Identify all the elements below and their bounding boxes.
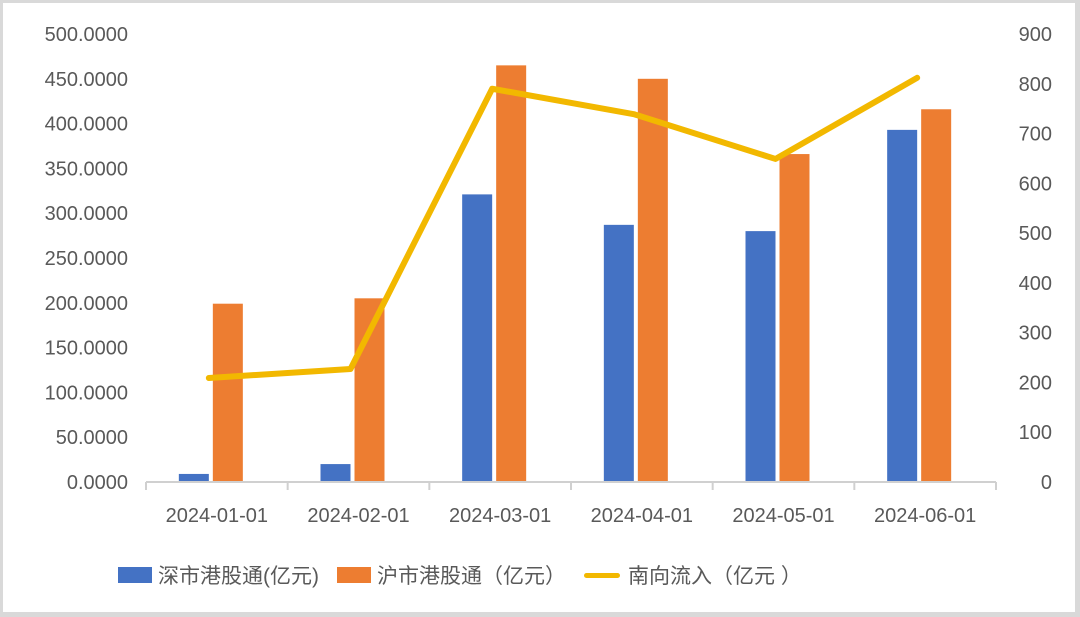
legend: 深市港股通(亿元) 沪市港股通（亿元） 南向流入（亿元 ）: [118, 560, 820, 590]
right-axis-tick: 600: [1019, 173, 1052, 195]
legend-item-southbound: 南向流入（亿元 ）: [584, 560, 802, 590]
left-axis-tick: 50.0000: [56, 427, 128, 449]
right-axis-tick: 200: [1019, 372, 1052, 394]
legend-swatch-orange: [337, 567, 371, 583]
right-axis-tick: 300: [1019, 323, 1052, 345]
left-axis-tick: 200.0000: [45, 293, 128, 315]
left-axis-tick: 150.0000: [45, 338, 128, 360]
left-axis-tick: 0.0000: [67, 472, 128, 494]
bar: [320, 464, 351, 482]
x-axis-label: 2024-02-01: [307, 505, 409, 527]
left-axis-tick: 400.0000: [45, 114, 128, 136]
bar: [921, 109, 952, 482]
left-axis-tick: 250.0000: [45, 248, 128, 270]
bar: [462, 194, 493, 482]
right-axis-tick: 900: [1019, 24, 1052, 46]
x-axis-label: 2024-04-01: [591, 505, 693, 527]
bar: [779, 154, 810, 482]
bar: [745, 231, 776, 482]
bar: [603, 224, 634, 482]
left-axis-tick: 350.0000: [45, 158, 128, 180]
x-axis-label: 2024-06-01: [874, 505, 976, 527]
right-axis-tick: 700: [1019, 124, 1052, 146]
legend-item-shanghai: 沪市港股通（亿元）: [337, 560, 566, 590]
bar: [212, 303, 243, 482]
legend-item-shenzhen: 深市港股通(亿元): [118, 560, 319, 590]
right-axis-tick: 400: [1019, 273, 1052, 295]
x-axis-label: 2024-05-01: [732, 505, 834, 527]
left-axis-tick: 100.0000: [45, 382, 128, 404]
right-axis-tick: 500: [1019, 223, 1052, 245]
legend-swatch-line: [584, 572, 620, 578]
bar: [178, 473, 209, 482]
southbound-line: [205, 74, 921, 381]
right-axis-tick: 100: [1019, 422, 1052, 444]
right-axis-tick: 0: [1041, 472, 1052, 494]
legend-label: 南向流入（亿元 ）: [628, 565, 802, 588]
left-axis-tick: 500.0000: [45, 24, 128, 46]
x-axis-label: 2024-01-01: [166, 505, 268, 527]
left-axis-tick: 300.0000: [45, 203, 128, 225]
legend-label: 沪市港股通（亿元）: [377, 565, 566, 588]
bar: [887, 129, 918, 482]
right-axis-tick: 800: [1019, 74, 1052, 96]
legend-label: 深市港股通(亿元): [158, 565, 319, 588]
bar: [496, 65, 527, 483]
legend-swatch-blue: [118, 567, 152, 583]
bar: [637, 78, 668, 483]
left-axis-tick: 450.0000: [45, 69, 128, 91]
x-axis-label: 2024-03-01: [449, 505, 551, 527]
